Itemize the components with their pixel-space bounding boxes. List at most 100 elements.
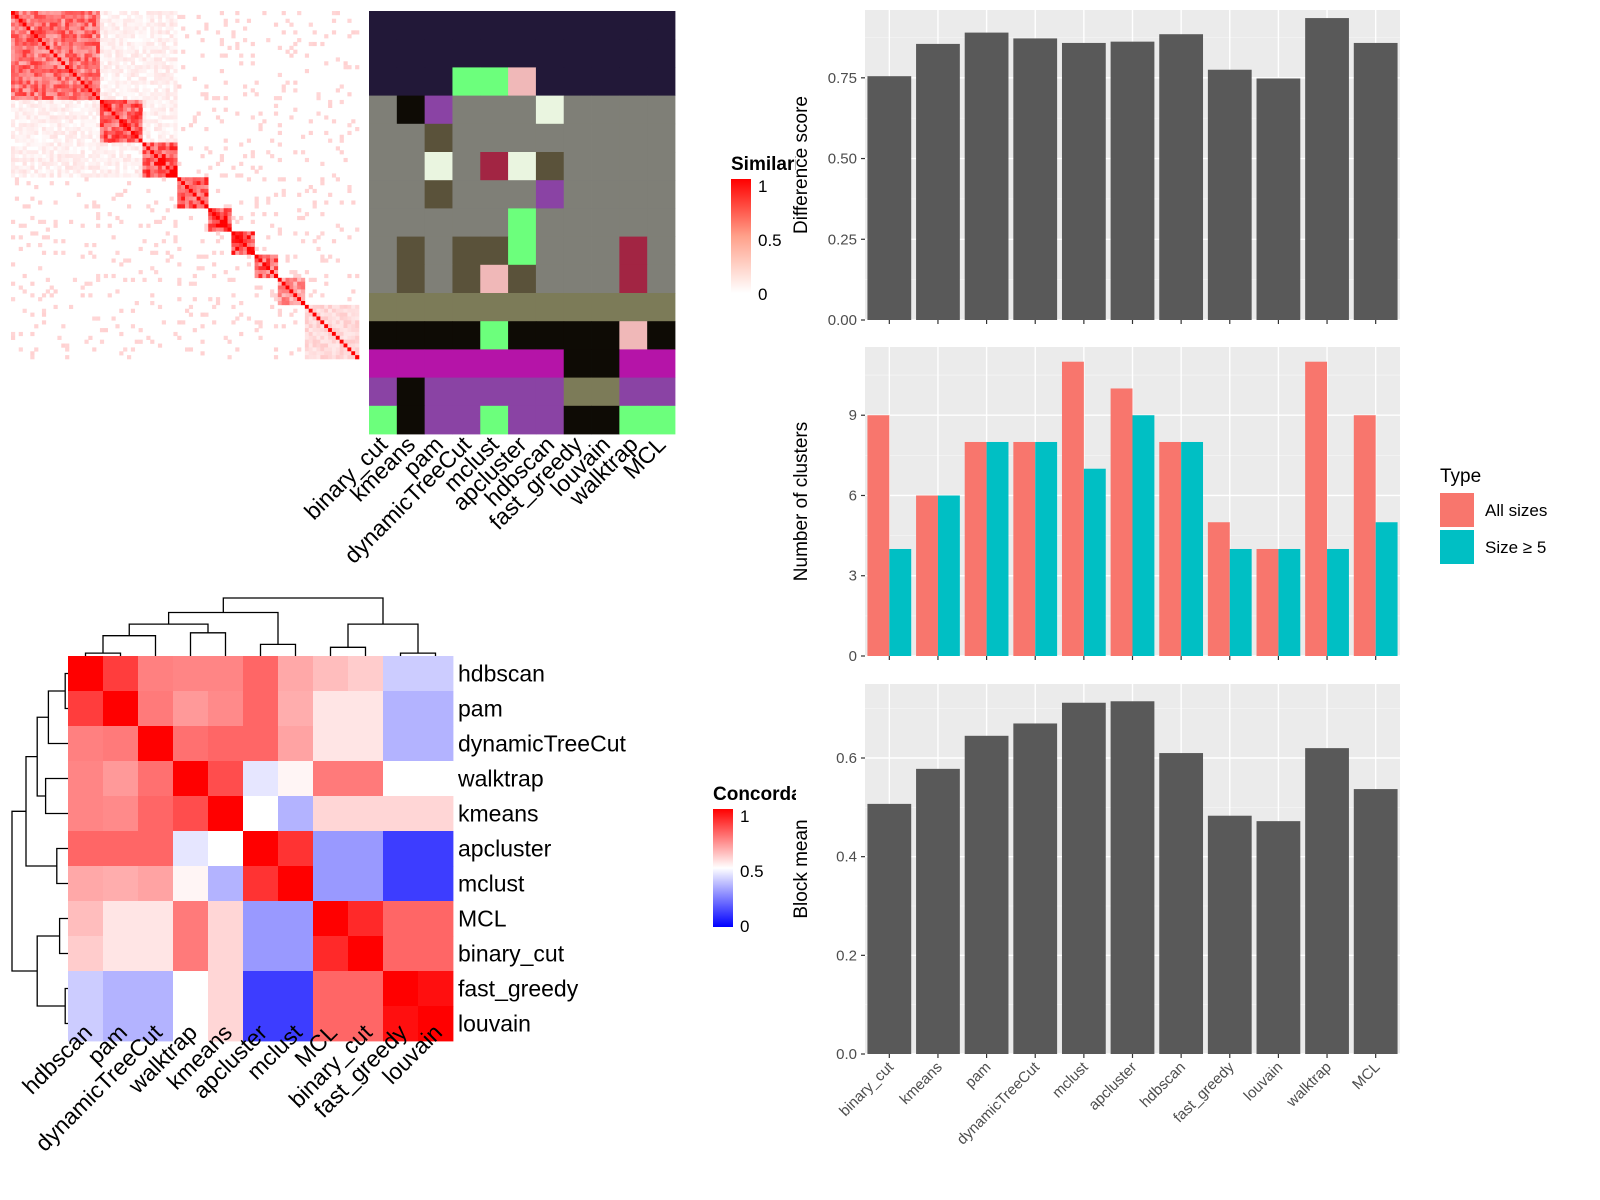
similarity-cell <box>38 297 43 302</box>
similarity-cell <box>165 123 170 128</box>
similarity-cell <box>11 169 16 174</box>
similarity-cell <box>289 285 294 290</box>
similarity-cell <box>11 165 16 170</box>
similarity-cell <box>138 92 143 97</box>
y-tick-label: 0.75 <box>828 70 857 87</box>
similarity-cell <box>65 96 70 101</box>
concordance-cell <box>418 971 454 1007</box>
similarity-cell <box>11 76 16 81</box>
similarity-cell <box>76 169 81 174</box>
similarity-cell <box>11 297 16 302</box>
similarity-cell <box>204 204 209 209</box>
similarity-cell <box>103 130 108 136</box>
type-legend-label-size-5: Size ≥ 5 <box>1485 538 1546 557</box>
similarity-cell <box>76 115 81 120</box>
similarity-cell <box>34 65 39 70</box>
similarity-cell <box>138 246 143 252</box>
similarity-cell <box>76 49 81 54</box>
similarity-cell <box>165 138 170 143</box>
bar-size-5-mcl <box>1375 522 1398 656</box>
similarity-cell <box>130 107 136 112</box>
similarity-cell <box>308 22 313 27</box>
cluster-cell-binary-cut <box>369 321 398 350</box>
similarity-cell <box>219 235 224 240</box>
similarity-cell <box>316 335 321 340</box>
similarity-cell <box>150 72 155 78</box>
similarity-cell <box>289 277 294 282</box>
similarity-cell <box>130 61 136 66</box>
similarity-cell <box>96 165 101 170</box>
similarity-cell <box>96 14 101 20</box>
similarity-cell <box>161 38 166 43</box>
similarity-cell <box>69 150 74 155</box>
similarity-cell <box>65 130 70 136</box>
similarity-cell <box>49 115 54 120</box>
similarity-cell <box>80 123 85 128</box>
similarity-cell <box>316 312 321 317</box>
similarity-cell <box>273 212 279 217</box>
similarity-cell <box>293 150 298 155</box>
similarity-cell <box>84 45 89 50</box>
similarity-cell <box>18 92 23 97</box>
similarity-cell <box>96 76 101 81</box>
similarity-cell <box>157 92 163 97</box>
similarity-cell <box>34 76 39 81</box>
concordance-cell <box>348 726 384 762</box>
similarity-cell <box>200 239 205 244</box>
similarity-cell <box>80 84 85 89</box>
similarity-cell <box>134 53 139 58</box>
similarity-cell <box>161 215 166 221</box>
cluster-cell-mcl <box>647 11 676 40</box>
similarity-cell <box>308 304 313 310</box>
similarity-cell <box>196 188 201 194</box>
type-legend-swatch-all-sizes <box>1440 493 1474 527</box>
similarity-cell <box>61 99 66 105</box>
similarity-cell <box>154 157 159 163</box>
similarity-cell <box>69 22 74 27</box>
similarity-cell <box>53 107 58 112</box>
similarity-cell <box>30 351 35 356</box>
similarity-cell <box>45 84 50 89</box>
concordance-cell <box>173 901 209 937</box>
similarity-cell <box>69 88 74 93</box>
similarity-cell <box>26 92 31 97</box>
similarity-cell <box>99 18 105 23</box>
similarity-cell <box>65 103 70 108</box>
similarity-cell <box>18 107 23 112</box>
cluster-cell-binary-cut <box>369 11 398 40</box>
similarity-cell <box>38 26 43 31</box>
similarity-cell <box>49 49 54 54</box>
concordance-cell <box>243 971 279 1007</box>
similarity-cell <box>57 119 62 124</box>
similarity-cell <box>92 154 97 159</box>
similarity-cell <box>45 150 50 155</box>
similarity-cell <box>18 111 23 116</box>
concordance-legend-tick-0: 0 <box>740 917 749 936</box>
similarity-cell <box>103 84 108 89</box>
similarity-cell <box>107 41 112 47</box>
similarity-cell <box>45 53 50 58</box>
similarity-cell <box>138 138 143 143</box>
similarity-cell <box>165 154 170 159</box>
similarity-cell <box>22 289 27 294</box>
similarity-cell <box>146 18 151 23</box>
similarity-cell <box>107 18 112 23</box>
similarity-cell <box>30 138 35 143</box>
similarity-cell <box>69 72 74 78</box>
similarity-cell <box>134 14 139 20</box>
similarity-cell <box>92 41 97 47</box>
concordance-cell <box>418 866 454 902</box>
similarity-cell <box>173 134 178 139</box>
concordance-cell <box>68 901 104 937</box>
similarity-cell <box>301 285 306 290</box>
similarity-cell <box>80 138 85 143</box>
similarity-cell <box>331 324 337 329</box>
similarity-cell <box>297 297 302 302</box>
cluster-cell-kmeans <box>396 39 426 68</box>
similarity-cell <box>57 157 62 163</box>
similarity-cell <box>204 223 209 228</box>
similarity-cell <box>134 84 139 89</box>
similarity-cell <box>119 351 124 356</box>
similarity-cell <box>72 76 78 81</box>
similarity-cell <box>80 111 85 116</box>
